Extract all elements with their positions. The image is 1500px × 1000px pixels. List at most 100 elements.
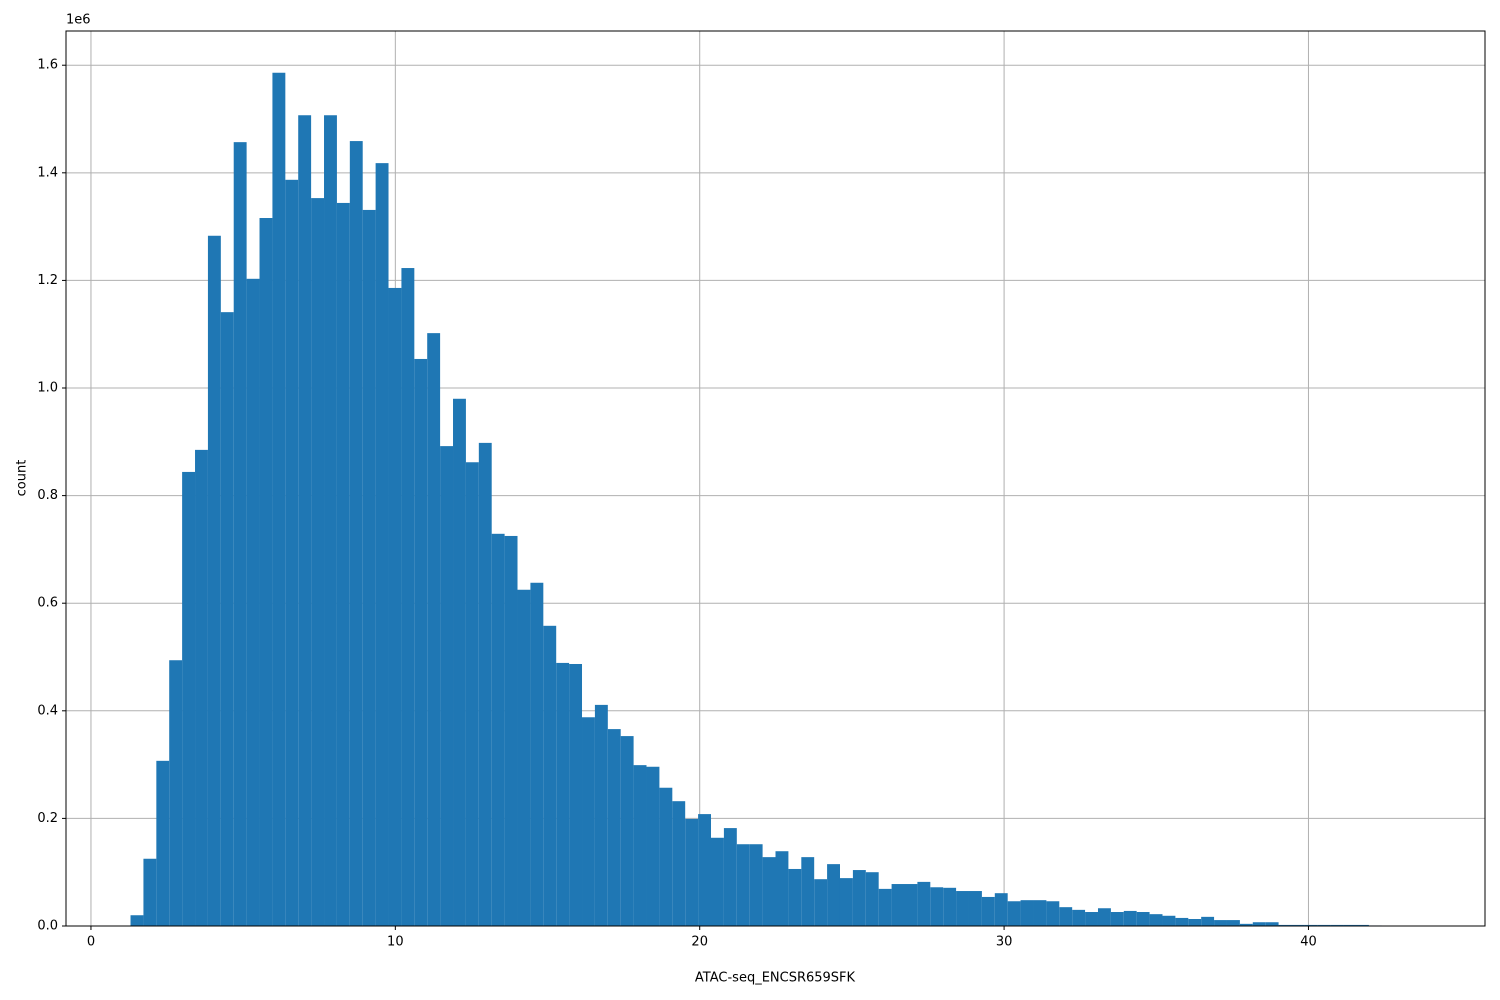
bar xyxy=(349,141,363,926)
y-tick-label: 1.0 xyxy=(37,381,58,396)
bar xyxy=(272,72,286,926)
bar xyxy=(504,535,518,926)
bar xyxy=(904,884,918,926)
bar xyxy=(1188,919,1202,926)
bar xyxy=(233,142,247,927)
bar xyxy=(582,717,595,926)
bar xyxy=(1330,924,1344,926)
bar xyxy=(414,358,428,927)
y-axis-label: count xyxy=(15,460,30,497)
bar xyxy=(1226,920,1240,926)
bar xyxy=(1343,924,1356,926)
bar xyxy=(427,333,441,926)
bar xyxy=(1020,900,1034,926)
bar xyxy=(943,887,957,926)
bar xyxy=(646,766,660,926)
bars-layer xyxy=(130,72,1421,927)
x-tick-label: 30 xyxy=(996,935,1013,950)
bar xyxy=(311,198,325,926)
bar xyxy=(543,625,557,926)
bar xyxy=(1110,912,1124,926)
bar xyxy=(1097,908,1111,926)
bar xyxy=(324,115,337,927)
bar xyxy=(1162,915,1176,926)
bar xyxy=(749,844,763,926)
bar xyxy=(1291,924,1305,926)
bar xyxy=(517,589,531,926)
bar xyxy=(659,787,673,926)
bar xyxy=(1033,900,1047,926)
bar xyxy=(814,879,828,926)
bar xyxy=(1123,910,1137,926)
bar xyxy=(1046,901,1060,926)
bar xyxy=(1149,914,1163,926)
bar xyxy=(220,312,234,926)
bar xyxy=(556,662,570,926)
bar xyxy=(698,814,712,926)
bar xyxy=(1239,923,1253,926)
bar xyxy=(1304,924,1318,926)
y-tick-label: 0.6 xyxy=(37,596,58,611)
bar xyxy=(827,864,840,926)
bar xyxy=(981,896,995,926)
bar xyxy=(1214,920,1227,926)
bar xyxy=(930,887,944,926)
plot-frame xyxy=(65,30,1486,927)
bar xyxy=(891,884,905,926)
x-tick-label: 0 xyxy=(87,935,95,950)
bar xyxy=(594,704,608,926)
bar xyxy=(130,915,144,926)
bar xyxy=(195,449,208,926)
bar xyxy=(1317,924,1331,926)
bar xyxy=(956,891,969,926)
bar xyxy=(156,760,170,926)
bar xyxy=(336,202,350,926)
bar xyxy=(1136,912,1150,926)
y-tick-label: 0.4 xyxy=(37,703,58,718)
bar xyxy=(1265,922,1279,926)
y-tick-label: 0.0 xyxy=(37,919,58,934)
x-tick-label: 10 xyxy=(387,935,404,950)
bar xyxy=(672,801,686,926)
bar xyxy=(865,872,879,926)
bar xyxy=(375,163,389,927)
bar xyxy=(1175,917,1189,926)
bar xyxy=(994,893,1008,926)
bar xyxy=(465,462,479,926)
bar xyxy=(1355,924,1369,926)
y-tick-label: 1.4 xyxy=(37,165,58,180)
bar xyxy=(775,851,789,926)
bar xyxy=(878,888,892,926)
bar xyxy=(1072,909,1086,926)
y-tick-label: 1.6 xyxy=(37,58,58,73)
bar xyxy=(1201,916,1215,926)
bar xyxy=(169,660,183,926)
x-tick-label: 20 xyxy=(691,935,708,950)
bar xyxy=(1085,912,1098,926)
bar xyxy=(1059,907,1073,926)
bar xyxy=(530,582,544,926)
bar xyxy=(633,765,647,926)
bar xyxy=(401,268,415,927)
bar xyxy=(478,442,492,926)
bar xyxy=(298,115,312,927)
bar xyxy=(388,287,402,926)
y-tick-label: 0.2 xyxy=(37,811,58,826)
bar xyxy=(207,235,221,926)
y-tick-label: 0.8 xyxy=(37,488,58,503)
bar xyxy=(362,209,376,927)
bar xyxy=(491,533,505,926)
bar xyxy=(246,278,260,926)
bar xyxy=(285,179,299,927)
x-axis-label: ATAC-seq_ENCSR659SFK xyxy=(695,971,856,986)
x-tick-label: 40 xyxy=(1300,935,1317,950)
bar xyxy=(620,736,634,926)
bar xyxy=(762,857,776,926)
bar xyxy=(852,870,866,926)
bar xyxy=(685,818,699,926)
y-tick-label: 1.2 xyxy=(37,273,58,288)
bar xyxy=(801,857,815,926)
bar xyxy=(259,218,273,926)
